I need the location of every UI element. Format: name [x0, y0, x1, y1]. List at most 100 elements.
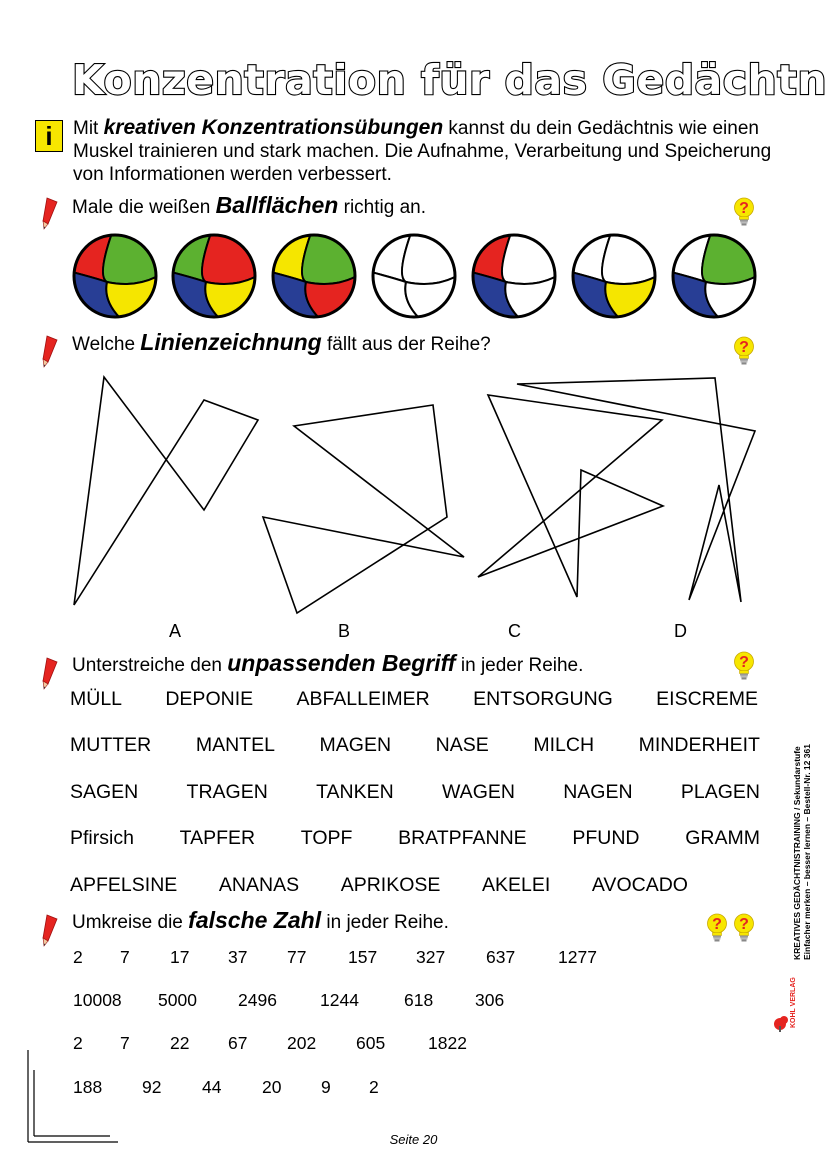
ball-segment-tr[interactable] [501, 233, 557, 285]
task1-bold: Ballflächen [215, 192, 339, 218]
word-item[interactable]: TOPF [300, 827, 353, 849]
number-item[interactable]: 2 [73, 947, 83, 967]
side-credits: KREATIVES GEDÄCHTNISTRAINING / Sekundars… [782, 660, 812, 970]
publisher-name: KOHL VERLAG [790, 977, 797, 1028]
number-item[interactable]: 10008 [73, 990, 122, 1010]
ball-segment-tr[interactable] [102, 233, 158, 285]
number-item[interactable]: 22 [170, 1033, 190, 1053]
ball-2 [171, 233, 257, 319]
number-item[interactable]: 7 [120, 947, 130, 967]
word-item[interactable]: WAGEN [442, 781, 515, 803]
word-item[interactable]: MÜLL [70, 688, 123, 710]
word-item[interactable]: ANANAS [218, 874, 300, 896]
number-item[interactable]: 17 [170, 947, 190, 967]
ball-6 [571, 233, 657, 319]
drawing-letter-b: B [338, 621, 351, 641]
word-item[interactable]: NAGEN [563, 781, 633, 803]
number-item[interactable]: 37 [228, 947, 248, 967]
number-item[interactable]: 188 [73, 1077, 103, 1097]
word-item[interactable]: MINDERHEIT [638, 734, 760, 756]
word-item[interactable]: ABFALLEIMER [296, 688, 430, 710]
info-icon: i [35, 120, 63, 152]
number-item[interactable]: 9 [321, 1077, 331, 1097]
ball-4 [371, 233, 457, 319]
ball-segment-tr[interactable] [301, 233, 357, 285]
word-item[interactable]: MUTTER [70, 734, 152, 756]
word-item[interactable]: MAGEN [319, 734, 392, 756]
word-item[interactable]: APFELSINE [70, 874, 178, 896]
drawing-letter-d: D [674, 621, 687, 641]
task3-bold: unpassenden Begriff [227, 650, 456, 676]
word-item[interactable]: TANKEN [316, 781, 394, 803]
word-row: Pfirsich TAPFER TOPF BRATPFANNE PFUND GRAMM [70, 827, 760, 850]
number-item[interactable]: 67 [228, 1033, 248, 1053]
ball-7 [671, 233, 757, 319]
number-item[interactable]: 605 [356, 1033, 386, 1053]
task1-before: Male die weißen [72, 197, 216, 218]
pencil-icon [41, 196, 59, 230]
number-item[interactable]: 1277 [558, 947, 597, 967]
number-item[interactable]: 5000 [158, 990, 197, 1010]
ball-segment-tr[interactable] [201, 233, 257, 285]
word-item[interactable]: APRIKOSE [340, 874, 441, 896]
word-item[interactable]: PLAGEN [680, 781, 760, 803]
ball-outline [671, 233, 757, 319]
word-item[interactable]: MANTEL [195, 734, 275, 756]
number-item[interactable]: 1244 [320, 990, 359, 1010]
task3-before: Unterstreiche den [72, 655, 228, 676]
ball-segment-tr[interactable] [601, 233, 657, 285]
publisher-logo: KOHL VERLAG [773, 977, 803, 1032]
task4-text: Umkreise die falsche Zahl in jeder Reihe… [72, 908, 449, 935]
number-item[interactable]: 44 [202, 1077, 222, 1097]
number-item[interactable]: 306 [475, 990, 505, 1010]
word-item[interactable]: DEPONIE [165, 688, 254, 710]
number-item[interactable]: 2 [369, 1077, 379, 1097]
word-item[interactable]: SAGEN [70, 781, 139, 803]
number-item[interactable]: 1822 [428, 1033, 467, 1053]
number-item[interactable]: 2 [73, 1033, 83, 1053]
page-number: Seite 20 [389, 1132, 438, 1147]
ball-outline [72, 233, 158, 319]
ball-segment-tr[interactable] [701, 233, 757, 285]
number-item[interactable]: 77 [287, 947, 307, 967]
task1-after: richtig an. [338, 197, 426, 218]
word-item[interactable]: AKELEI [481, 874, 551, 896]
line-drawing-c [477, 394, 666, 598]
number-item[interactable]: 92 [142, 1077, 162, 1097]
pencil-icon [41, 913, 59, 947]
word-item[interactable]: EISCREME [656, 688, 758, 710]
number-item[interactable]: 2496 [238, 990, 277, 1010]
balls-area [72, 233, 757, 319]
task4-before: Umkreise die [72, 912, 189, 933]
word-item[interactable]: GRAMM [685, 827, 760, 849]
ball-outline [371, 233, 457, 319]
word-item[interactable]: Pfirsich [70, 827, 134, 849]
number-item[interactable]: 7 [120, 1033, 130, 1053]
pencil-icon [41, 656, 59, 690]
word-item[interactable]: NASE [435, 734, 489, 756]
ball-outline [171, 233, 257, 319]
word-item[interactable]: BRATPFANNE [398, 827, 527, 849]
word-row: APFELSINE ANANAS APRIKOSE AKELEI AVOCADO [70, 874, 688, 897]
task2-bold: Linienzeichnung [140, 329, 322, 355]
ball-1 [72, 233, 158, 319]
task4-bold: falsche Zahl [188, 907, 322, 933]
word-item[interactable]: TAPFER [179, 827, 256, 849]
line-drawing-d [516, 377, 757, 603]
lightbulb-hint-icon [733, 913, 755, 943]
number-item[interactable]: 637 [486, 947, 516, 967]
number-item[interactable]: 327 [416, 947, 446, 967]
word-item[interactable]: AVOCADO [591, 874, 688, 896]
task2-after: fällt aus der Reihe? [321, 334, 491, 355]
intro-bold: kreativen Konzentrationsübungen [103, 116, 444, 139]
number-item[interactable]: 157 [348, 947, 378, 967]
ball-outline [271, 233, 357, 319]
word-item[interactable]: MILCH [533, 734, 595, 756]
word-item[interactable]: PFUND [572, 827, 640, 849]
number-item[interactable]: 202 [287, 1033, 317, 1053]
number-item[interactable]: 20 [262, 1077, 282, 1097]
ball-segment-tr[interactable] [401, 233, 457, 285]
word-item[interactable]: TRAGEN [186, 781, 268, 803]
word-item[interactable]: ENTSORGUNG [473, 688, 613, 710]
number-item[interactable]: 618 [404, 990, 434, 1010]
